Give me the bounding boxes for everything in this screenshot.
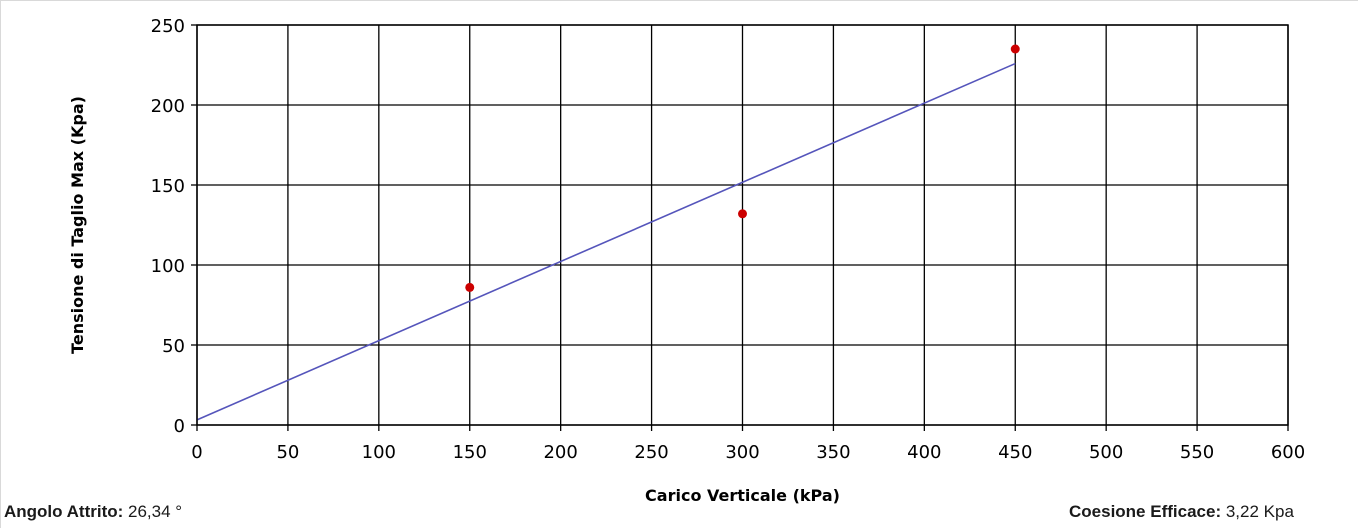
series-layer [196, 44, 1020, 421]
x-tick-label: 0 [191, 442, 202, 463]
data-point [1010, 44, 1020, 54]
x-tick-label: 500 [1089, 442, 1123, 463]
y-tick-label: 0 [174, 416, 185, 437]
x-tick-label: 350 [816, 442, 850, 463]
y-tick-label: 250 [151, 16, 185, 37]
x-tick-label: 100 [362, 442, 396, 463]
friction-angle-label: Angolo Attrito: [4, 502, 124, 521]
friction-angle-stat: Angolo Attrito: 26,34 ° [4, 502, 182, 522]
x-axis-title: Carico Verticale (kPa) [645, 486, 840, 505]
x-tick-label: 250 [634, 442, 668, 463]
cohesion-stat: Coesione Efficace: 3,22 Kpa [1069, 502, 1294, 522]
data-point [465, 282, 475, 292]
cohesion-value: 3,22 Kpa [1225, 502, 1294, 521]
plot-frame [196, 24, 1289, 426]
y-tick-label: 50 [162, 336, 185, 357]
x-tick-label: 550 [1180, 442, 1214, 463]
cohesion-label: Coesione Efficace: [1069, 502, 1222, 521]
y-tick-label: 150 [151, 176, 185, 197]
x-tick-label: 50 [276, 442, 299, 463]
x-tick-label: 400 [907, 442, 941, 463]
y-tick-label: 100 [151, 256, 185, 277]
x-tick-label: 300 [725, 442, 759, 463]
regression-line [196, 62, 1016, 421]
tick-labels: 0 50 100 150 200 250 300 350 400 450 500 550 600 0 50 1… [151, 16, 1306, 463]
y-axis-title: Tensione di Taglio Max (Kpa) [68, 96, 87, 354]
x-tick-label: 150 [453, 442, 487, 463]
x-tick-label: 200 [543, 442, 577, 463]
y-tick-label: 200 [151, 96, 185, 117]
grid [191, 24, 1289, 431]
friction-angle-value: 26,34 ° [128, 502, 183, 521]
x-tick-label: 600 [1271, 442, 1305, 463]
data-point [738, 209, 747, 219]
x-tick-label: 450 [998, 442, 1032, 463]
